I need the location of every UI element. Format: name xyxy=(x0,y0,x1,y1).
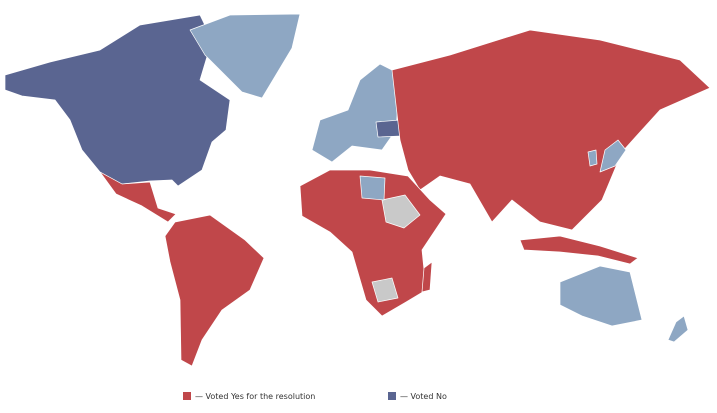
libya xyxy=(359,175,386,201)
central-america xyxy=(99,171,177,223)
africa-abstain xyxy=(381,194,421,229)
australia xyxy=(559,265,643,327)
legend-label: — Voted No xyxy=(400,392,447,401)
new-zealand xyxy=(667,315,689,343)
legend-swatch xyxy=(388,392,396,400)
europe xyxy=(311,63,401,163)
korea xyxy=(587,149,598,167)
madagascar xyxy=(421,261,433,293)
asia xyxy=(391,29,711,231)
legend-label: — Voted Yes for the resolution xyxy=(195,392,315,401)
africa-abstain-south xyxy=(371,277,399,303)
south-america xyxy=(164,214,265,367)
indonesia xyxy=(519,235,639,265)
legend-swatch xyxy=(183,392,191,400)
north-america xyxy=(4,14,231,187)
japan xyxy=(599,139,627,173)
greenland xyxy=(189,13,301,99)
